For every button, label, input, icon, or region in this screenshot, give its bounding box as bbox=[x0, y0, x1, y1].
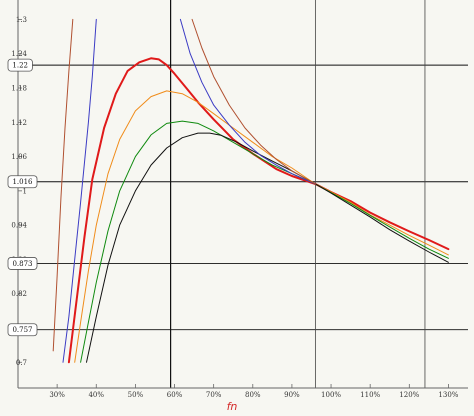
marker-lines bbox=[18, 0, 468, 388]
y-tick-label: 0.82 bbox=[11, 290, 27, 298]
y-tick-label: 0.7 bbox=[16, 359, 27, 367]
x-tick-label: 50% bbox=[128, 391, 144, 399]
series-layer bbox=[52, 18, 450, 364]
series-line-8 bbox=[191, 18, 316, 185]
marked-y-box bbox=[7, 175, 38, 189]
series-line-5 bbox=[80, 120, 449, 363]
x-tick-label: 40% bbox=[88, 391, 104, 399]
x-tick-label: 30% bbox=[49, 391, 65, 399]
y-tick-label: 1 bbox=[23, 187, 27, 195]
series-line-4 bbox=[74, 90, 449, 363]
marked-y-box bbox=[7, 58, 33, 72]
x-tick-label: 110% bbox=[360, 391, 380, 399]
series-line-7 bbox=[179, 18, 316, 185]
series-line-1 bbox=[52, 18, 74, 352]
x-tick-label: 100% bbox=[321, 391, 341, 399]
y-tick-label: 1.3 bbox=[16, 16, 27, 24]
marker-labels: 1.22 1.016 0.873 0.757 bbox=[7, 58, 38, 337]
series-line-3 bbox=[67, 57, 450, 364]
marked-y-value: 0.757 bbox=[12, 326, 32, 334]
marked-y-box bbox=[7, 257, 38, 270]
x-tick-label: 60% bbox=[167, 391, 183, 399]
series-line-6 bbox=[86, 132, 449, 363]
marked-y-value: 0.873 bbox=[12, 260, 32, 268]
marked-y-box bbox=[7, 323, 38, 337]
y-tick-label: 0.94 bbox=[11, 222, 27, 230]
x-tick-label: 70% bbox=[206, 391, 222, 399]
tick-layer: 0.70.760.820.880.9411.061.121.181.241.33… bbox=[11, 16, 458, 399]
x-axis-label: fn bbox=[227, 400, 238, 413]
y-tick-label: 1.18 bbox=[11, 85, 27, 93]
x-tick-label: 80% bbox=[245, 391, 261, 399]
y-tick-label: 1.12 bbox=[11, 119, 27, 127]
series-line-2 bbox=[62, 18, 97, 363]
marked-y-value: 1.22 bbox=[12, 62, 28, 70]
x-tick-label: 90% bbox=[284, 391, 300, 399]
x-tick-label: 120% bbox=[399, 391, 419, 399]
marked-y-value: 1.016 bbox=[12, 178, 33, 186]
y-tick-label: 1.06 bbox=[11, 153, 27, 161]
y-tick-label: 1.24 bbox=[11, 50, 27, 58]
x-tick-label: 130% bbox=[438, 391, 458, 399]
